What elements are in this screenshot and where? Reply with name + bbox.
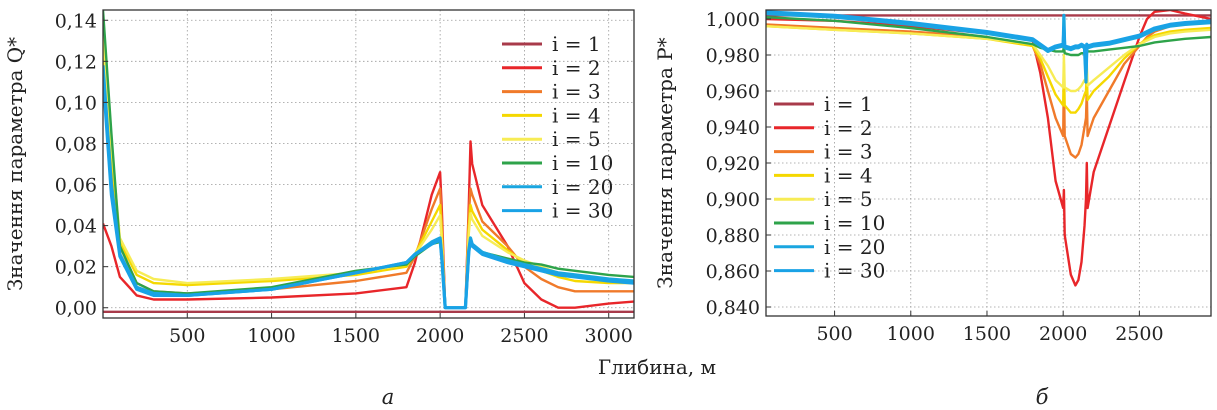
series-line-i30 — [103, 75, 634, 310]
x-tick-label: 500 — [816, 323, 852, 345]
y-tick-label: 0,08 — [55, 133, 97, 155]
legend-label-i20: i = 20 — [552, 175, 613, 199]
x-tick-label: 2500 — [500, 325, 548, 347]
y-tick-label: 0,12 — [55, 51, 97, 73]
y-tick-label: 1,000 — [706, 9, 760, 31]
x-tick-label: 1500 — [332, 325, 380, 347]
chart-panel-b: 500 1000 1500 2000 2500 0,840 0,860 0,880 0,900 0… — [653, 9, 1212, 345]
x-tick-label: 500 — [169, 325, 205, 347]
legend-label-i1: i = 1 — [824, 92, 873, 116]
legend-label-i30: i = 30 — [824, 259, 885, 283]
legend-label-i2: i = 2 — [552, 56, 601, 80]
y-tick-label: 0,940 — [706, 117, 760, 139]
x-tick-label: 2000 — [1039, 323, 1087, 345]
y-tick-label: 0,10 — [55, 92, 97, 114]
x-tick-label: 2500 — [1115, 323, 1163, 345]
panel-b-caption: б — [1036, 385, 1049, 409]
series-line-i10 — [766, 16, 1211, 57]
y-tick-label: 0,14 — [55, 10, 97, 32]
legend-label-i5: i = 5 — [824, 187, 873, 211]
y-axis-label: Значення параметра P* — [653, 37, 677, 288]
x-tick-label: 1500 — [963, 323, 1011, 345]
y-tick-label: 0,880 — [706, 225, 760, 247]
y-tick-label: 0,980 — [706, 45, 760, 67]
x-tick-label: 3000 — [585, 325, 633, 347]
legend-label-i4: i = 4 — [552, 103, 601, 127]
x-tick-label: 1000 — [247, 325, 295, 347]
y-axis-label: Значення параметра Q* — [3, 37, 27, 291]
legend-label-i3: i = 3 — [824, 140, 873, 164]
shared-x-axis-label: Глибина, м — [598, 355, 716, 379]
y-tick-label: 0,840 — [706, 297, 760, 319]
y-tick-label: 0,06 — [55, 175, 97, 197]
y-tick-label: 0,00 — [55, 298, 97, 320]
y-tick-label: 0,920 — [706, 153, 760, 175]
series-line-i30 — [766, 10, 1211, 75]
y-tick-label: 0,04 — [55, 216, 97, 238]
legend-label-i10: i = 10 — [824, 211, 885, 235]
y-tick-label: 0,860 — [706, 261, 760, 283]
legend-label-i4: i = 4 — [824, 163, 873, 187]
legend-label-i2: i = 2 — [824, 116, 873, 140]
plot-frame — [102, 9, 635, 319]
y-tick-label: 0,960 — [706, 81, 760, 103]
legend-label-i20: i = 20 — [824, 235, 885, 259]
x-tick-label: 2000 — [416, 325, 464, 347]
legend-label-i5: i = 5 — [552, 127, 601, 151]
y-tick-label: 0,02 — [55, 257, 97, 279]
panel-a-caption: а — [382, 385, 395, 409]
legend-label-i1: i = 1 — [552, 32, 601, 56]
legend-label-i3: i = 3 — [552, 80, 601, 104]
chart-panel-a: 500 1000 1500 2000 2500 3000 0,00 0,02 0,04 0,06 0… — [3, 9, 635, 347]
legend-label-i10: i = 10 — [552, 151, 613, 175]
y-tick-label: 0,900 — [706, 189, 760, 211]
x-tick-label: 1000 — [887, 323, 935, 345]
legend-label-i30: i = 30 — [552, 199, 613, 223]
series-line-i5 — [766, 25, 1211, 93]
